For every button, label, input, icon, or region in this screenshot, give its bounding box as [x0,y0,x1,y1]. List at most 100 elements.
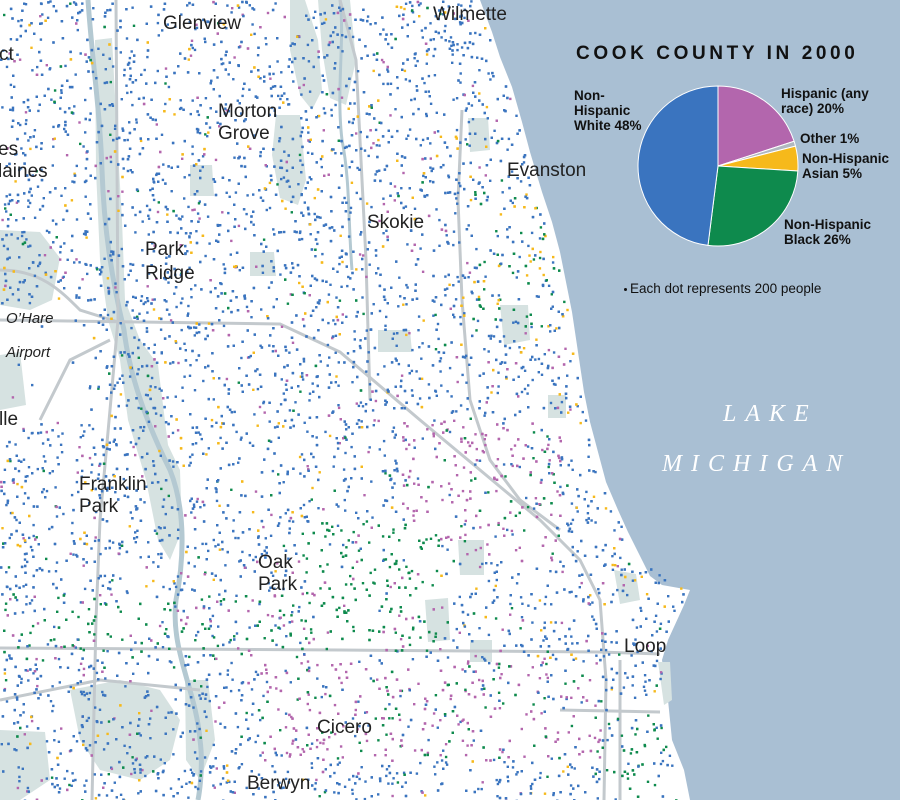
population-dot [70,784,73,787]
population-dot [660,751,663,754]
population-dot [447,482,451,485]
population-dot [97,47,100,50]
population-dot [311,486,314,490]
population-dot [622,686,626,689]
population-dot [117,552,120,555]
population-dot [245,305,249,309]
population-dot [339,234,342,237]
population-dot [501,750,504,754]
population-dot [487,579,491,583]
population-dot [49,0,52,3]
population-dot [131,6,134,9]
population-dot [219,722,222,725]
population-dot [514,549,518,552]
population-dot [412,20,416,23]
population-dot [463,540,467,543]
population-dot [280,231,283,234]
population-dot [172,753,175,756]
population-dot [655,726,658,729]
population-dot [56,421,59,425]
population-dot [236,99,239,102]
population-dot [436,659,440,662]
population-dot [32,672,35,675]
population-dot [146,55,149,59]
population-dot [64,187,67,190]
population-dot [384,707,387,711]
population-dot [79,142,82,146]
population-dot [120,247,123,251]
population-dot [540,478,543,482]
population-dot [460,525,463,528]
population-dot [215,421,218,424]
population-dot [252,193,255,196]
population-dot [87,716,90,720]
population-dot [516,771,519,774]
population-dot [546,775,549,778]
population-dot [33,129,37,132]
population-dot [139,139,143,143]
population-dot [158,449,161,453]
population-dot [189,461,192,465]
population-dot [338,442,341,445]
population-dot [570,724,574,728]
population-dot [295,655,299,659]
population-dot [570,502,574,505]
population-dot [288,527,291,530]
population-dot [342,725,345,728]
population-dot [563,300,566,304]
population-dot [31,624,35,628]
population-dot [377,138,380,142]
population-dot [85,157,89,161]
population-dot [510,463,513,466]
population-dot [192,503,196,506]
population-dot [532,703,535,706]
population-dot [418,397,422,400]
population-dot [176,609,180,612]
population-dot [176,575,180,578]
population-dot [435,111,438,114]
population-dot [538,599,542,602]
population-dot [177,361,180,365]
population-dot [530,325,533,329]
population-dot [336,757,340,760]
population-dot [30,719,34,723]
population-dot [212,538,215,542]
population-dot [369,677,373,680]
population-dot [549,330,552,333]
population-dot [315,745,319,749]
population-dot [334,334,338,337]
population-dot [365,329,368,332]
population-dot [112,250,115,254]
population-dot [166,213,169,216]
population-dot [374,254,378,257]
population-dot [451,731,454,734]
population-dot [4,608,7,612]
population-dot [12,270,15,273]
population-dot [425,649,429,652]
population-dot [495,778,498,782]
population-dot [397,362,401,366]
population-dot [309,284,312,287]
population-dot [351,566,354,569]
population-dot [358,426,361,429]
population-dot [631,684,634,687]
population-dot [471,292,474,295]
population-dot [204,133,207,136]
population-dot [59,258,62,261]
population-dot [456,191,460,195]
population-dot [550,293,553,296]
population-dot [110,391,113,394]
population-dot [399,694,402,698]
population-dot [280,71,283,74]
population-dot [292,80,295,83]
population-dot [319,360,322,363]
population-dot [204,542,208,546]
population-dot [236,725,240,729]
population-dot [199,433,202,436]
population-dot [248,626,251,629]
lake-michigan [480,0,900,800]
population-dot [208,242,211,245]
population-dot [332,465,335,468]
population-dot [145,204,149,208]
